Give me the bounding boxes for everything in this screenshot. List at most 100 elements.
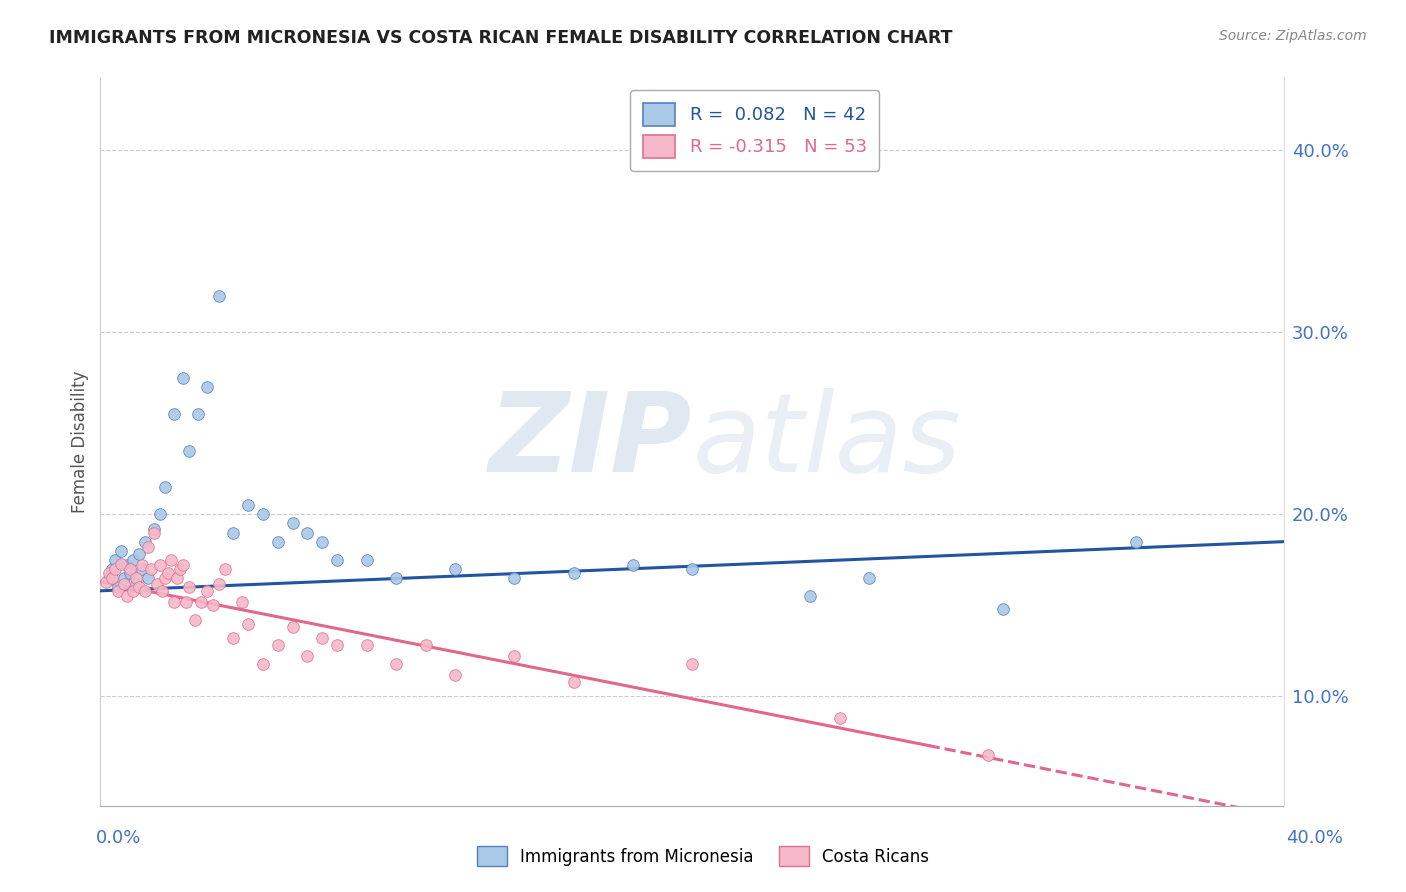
Point xyxy=(142,522,165,536)
Point xyxy=(415,639,437,653)
Point xyxy=(799,589,821,603)
Point xyxy=(160,553,183,567)
Point xyxy=(208,289,231,303)
Point xyxy=(128,580,150,594)
Point xyxy=(122,583,145,598)
Point xyxy=(208,576,231,591)
Point xyxy=(385,571,408,585)
Point xyxy=(115,589,138,603)
Point xyxy=(112,571,135,585)
Point xyxy=(98,571,121,585)
Point xyxy=(128,548,150,562)
Point xyxy=(222,525,245,540)
Point xyxy=(155,571,177,585)
Point xyxy=(169,562,191,576)
Point xyxy=(101,571,124,585)
Point xyxy=(172,371,194,385)
Point xyxy=(326,639,349,653)
Point xyxy=(104,553,127,567)
Point xyxy=(115,558,138,573)
Point xyxy=(281,516,304,531)
Point xyxy=(356,553,378,567)
Point xyxy=(222,631,245,645)
Point xyxy=(311,631,333,645)
Point xyxy=(238,498,260,512)
Point xyxy=(136,540,159,554)
Point xyxy=(122,553,145,567)
Point xyxy=(828,711,851,725)
Text: IMMIGRANTS FROM MICRONESIA VS COSTA RICAN FEMALE DISABILITY CORRELATION CHART: IMMIGRANTS FROM MICRONESIA VS COSTA RICA… xyxy=(49,29,953,46)
Point xyxy=(503,571,526,585)
Point xyxy=(184,613,207,627)
Text: ZIP: ZIP xyxy=(488,388,692,495)
Text: atlas: atlas xyxy=(692,388,960,495)
Point xyxy=(125,576,148,591)
Point xyxy=(621,558,644,573)
Point xyxy=(503,649,526,664)
Point xyxy=(356,639,378,653)
Point xyxy=(177,580,200,594)
Point xyxy=(131,562,153,576)
Point xyxy=(214,562,236,576)
Point xyxy=(96,574,118,589)
Text: Source: ZipAtlas.com: Source: ZipAtlas.com xyxy=(1219,29,1367,43)
Point xyxy=(252,508,274,522)
Point xyxy=(142,525,165,540)
Point xyxy=(134,583,156,598)
Point xyxy=(187,407,209,421)
Point xyxy=(104,562,127,576)
Point xyxy=(991,602,1014,616)
Point xyxy=(681,657,703,671)
Point xyxy=(118,566,141,580)
Point xyxy=(155,480,177,494)
Point xyxy=(163,407,186,421)
Point xyxy=(190,595,212,609)
Point xyxy=(136,571,159,585)
Point xyxy=(131,558,153,573)
Point xyxy=(977,747,1000,762)
Point xyxy=(297,649,319,664)
Point xyxy=(326,553,349,567)
Point xyxy=(134,534,156,549)
Point xyxy=(98,566,121,580)
Point xyxy=(385,657,408,671)
Point xyxy=(163,595,186,609)
Text: 0.0%: 0.0% xyxy=(96,830,141,847)
Point xyxy=(110,543,132,558)
Point xyxy=(177,443,200,458)
Point xyxy=(267,534,290,549)
Point xyxy=(125,571,148,585)
Point xyxy=(107,583,129,598)
Point xyxy=(139,562,162,576)
Point xyxy=(311,534,333,549)
Point xyxy=(1125,534,1147,549)
Point xyxy=(858,571,880,585)
Point xyxy=(238,616,260,631)
Legend: Immigrants from Micronesia, Costa Ricans: Immigrants from Micronesia, Costa Ricans xyxy=(470,839,936,873)
Point xyxy=(297,525,319,540)
Point xyxy=(195,583,218,598)
Point xyxy=(195,380,218,394)
Point xyxy=(107,580,129,594)
Point xyxy=(101,562,124,576)
Legend: R =  0.082   N = 42, R = -0.315   N = 53: R = 0.082 N = 42, R = -0.315 N = 53 xyxy=(630,90,879,170)
Point xyxy=(148,508,170,522)
Point xyxy=(110,557,132,571)
Point xyxy=(231,595,253,609)
Point xyxy=(562,566,585,580)
Point xyxy=(157,566,180,580)
Point xyxy=(681,562,703,576)
Point xyxy=(562,674,585,689)
Point xyxy=(152,583,174,598)
Point xyxy=(118,562,141,576)
Point xyxy=(201,599,224,613)
Point xyxy=(145,576,167,591)
Point xyxy=(172,558,194,573)
Point xyxy=(444,667,467,681)
Point xyxy=(174,595,197,609)
Point xyxy=(112,576,135,591)
Y-axis label: Female Disability: Female Disability xyxy=(72,370,89,513)
Point xyxy=(444,562,467,576)
Point xyxy=(267,639,290,653)
Text: 40.0%: 40.0% xyxy=(1286,830,1343,847)
